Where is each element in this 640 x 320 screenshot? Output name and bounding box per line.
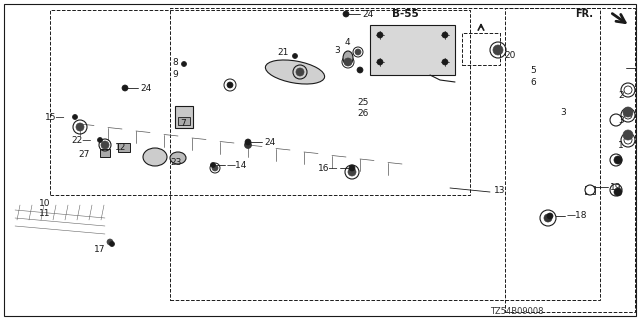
Text: 9: 9 [172,69,178,78]
Bar [50,10,470,195]
Bar [175,106,193,128]
Text: 3: 3 [560,108,566,116]
Circle shape [97,138,102,142]
Bar [585,186,595,194]
Text: 21: 21 [278,47,289,57]
Text: 20: 20 [504,51,515,60]
Circle shape [109,242,115,246]
Circle shape [610,154,622,166]
Circle shape [211,163,216,167]
Text: 7: 7 [180,118,186,127]
Text: 13: 13 [494,186,506,195]
Circle shape [182,61,186,67]
Polygon shape [12,200,118,240]
Circle shape [614,156,622,164]
Circle shape [72,115,77,119]
Circle shape [122,85,128,91]
Text: B-55: B-55 [392,9,419,19]
Polygon shape [435,165,455,193]
Text: 4: 4 [344,37,350,46]
Polygon shape [360,15,465,90]
Circle shape [623,107,633,117]
Circle shape [442,32,448,38]
Text: 23: 23 [170,157,181,166]
Circle shape [544,214,552,222]
Text: TZ54B09008: TZ54B09008 [490,308,543,316]
Text: 16—: 16— [317,164,338,172]
Text: 26: 26 [358,108,369,117]
Circle shape [244,141,252,148]
Circle shape [377,32,383,38]
Circle shape [344,58,352,66]
Polygon shape [48,20,460,104]
Polygon shape [548,20,615,48]
Text: 17: 17 [93,245,105,254]
Circle shape [610,184,622,196]
Text: 8: 8 [172,58,178,67]
Polygon shape [52,115,462,192]
Text: 3: 3 [334,45,340,54]
Text: 2: 2 [618,91,623,100]
Text: 19: 19 [610,182,621,191]
Circle shape [107,239,113,245]
Text: 25: 25 [358,98,369,107]
Circle shape [296,68,304,76]
Circle shape [357,67,363,73]
Text: 24: 24 [140,84,151,92]
Ellipse shape [266,60,324,84]
Ellipse shape [143,148,167,166]
Polygon shape [215,50,372,140]
Text: 11: 11 [38,210,50,219]
Circle shape [343,11,349,17]
Circle shape [547,213,553,219]
Text: 3: 3 [618,116,624,124]
Circle shape [377,59,383,65]
Circle shape [292,53,298,59]
Ellipse shape [170,152,186,164]
Circle shape [623,130,633,140]
Text: 12: 12 [115,142,126,151]
Bar [178,117,190,125]
Polygon shape [522,12,628,235]
Text: 10: 10 [38,198,50,207]
Bar [505,8,635,312]
Text: 15—: 15— [45,113,65,122]
Circle shape [493,45,503,55]
Circle shape [245,139,251,145]
Circle shape [614,188,622,196]
Circle shape [621,83,635,97]
Circle shape [442,59,448,65]
Text: —14: —14 [227,161,248,170]
Circle shape [621,108,635,122]
Bar [170,8,600,300]
Circle shape [349,165,355,171]
Circle shape [212,165,218,171]
Text: —18: —18 [567,212,588,220]
Bar [118,143,130,152]
Text: 6: 6 [531,77,536,86]
Circle shape [227,82,233,88]
Circle shape [348,168,356,176]
Circle shape [355,49,361,55]
Circle shape [101,141,109,149]
Bar [462,33,500,65]
Bar [100,149,110,157]
Bar [370,25,455,75]
Text: 1: 1 [618,140,624,149]
Text: 24: 24 [264,138,275,147]
Text: 5: 5 [531,66,536,75]
Ellipse shape [343,51,353,65]
Text: 27: 27 [79,149,90,158]
Polygon shape [528,20,625,162]
Text: FR.: FR. [575,9,593,19]
Text: 24: 24 [362,10,373,19]
Circle shape [540,210,556,226]
Circle shape [610,114,622,126]
Circle shape [621,133,635,147]
Text: 22—: 22— [72,135,92,145]
Circle shape [76,123,84,131]
Circle shape [585,185,595,195]
